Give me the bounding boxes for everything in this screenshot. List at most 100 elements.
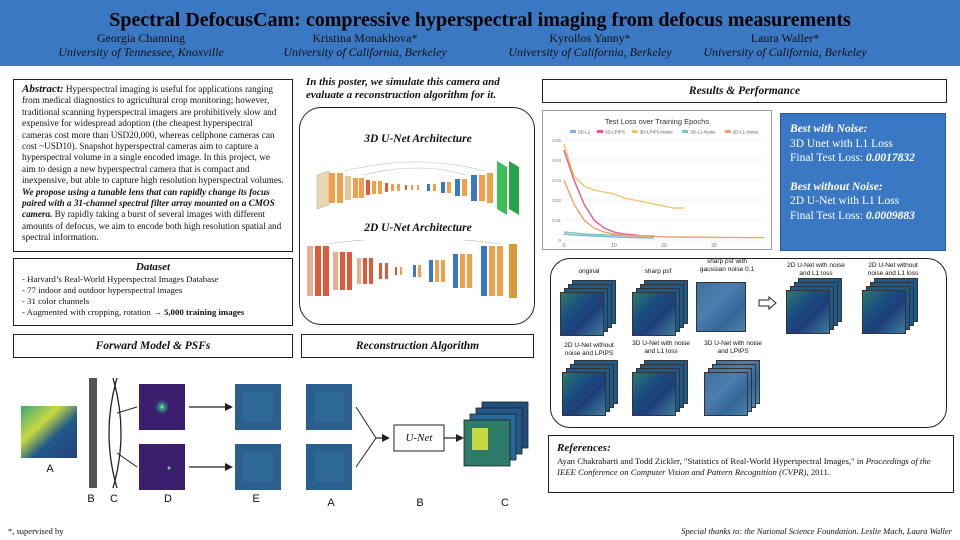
chart-legend: 2D-L1 2D-LPIPS 3D-LPIPS-Noise 3D-L1-Noise 2D… — [570, 130, 759, 135]
caption-2d-unet-clean-l1: 2D U-Net without noise and L1 loss — [867, 262, 919, 277]
y-tick-label: 0.04 — [552, 158, 561, 163]
forward-label-e: E — [252, 493, 260, 505]
author-affiliation: University of California, Berkeley — [703, 44, 867, 59]
author-name: Kyrollos Yanny* — [549, 31, 631, 45]
best-noise-loss: 0.0017832 — [865, 152, 915, 164]
abstract-emphasis: We propose using a tunable lens that can… — [22, 186, 275, 220]
dataset-item: - Harvard’s Real-World Hyperspectral Ima… — [22, 274, 219, 284]
author-3: Kyrollos Yanny* University of California… — [485, 31, 695, 59]
y-tick-label: 0.03 — [552, 178, 561, 183]
unet-block-label: U-Net — [405, 432, 433, 444]
forward-model-diagram — [21, 377, 281, 490]
intro-text: In this poster, we simulate this camera … — [306, 76, 500, 101]
author-affiliation: University of Tennessee, Knoxville — [58, 44, 224, 59]
best-clean-heading: Best without Noise: — [790, 180, 883, 193]
author-affiliation: University of California, Berkeley — [508, 44, 672, 59]
dataset-box: Dataset - Harvard’s Real-World Hyperspec… — [13, 258, 293, 326]
caption-3d-unet-noise-lpips: 3D U-Net with noise and LPIPS — [704, 340, 762, 355]
author-name: Georgia Channing — [96, 31, 186, 45]
best-clean-loss-row: Final Test Loss: 0.0009883 — [790, 209, 936, 224]
results-title: Results & Performance — [688, 85, 801, 97]
caption-sharp-psf-noise: sharp psf with gaussian noise 0.1 — [699, 258, 755, 273]
best-noise-model: 3D Unet with L1 Loss — [790, 137, 893, 150]
best-results-box: Best with Noise: 3D Unet with L1 Loss Fi… — [780, 113, 946, 251]
author-name: Laura Waller* — [750, 31, 820, 45]
abstract-box: Abstract: Hyperspectral imaging is usefu… — [13, 79, 293, 252]
recon-title-box: Reconstruction Algorithm — [301, 334, 534, 358]
abstract-tail: By rapidly taking a burst of several ima… — [22, 209, 282, 243]
series-line — [563, 143, 684, 209]
reference-year: , 2011. — [806, 467, 831, 477]
series-line — [563, 233, 655, 239]
author-name: Kristina Monakhova* — [312, 31, 418, 45]
legend-swatch — [724, 130, 731, 133]
references-title: References: — [557, 442, 611, 454]
y-tick-label: 0.05 — [552, 138, 561, 143]
author-1: Georgia Channing University of Tennessee… — [36, 31, 246, 59]
legend-label: 2D-L1 — [578, 130, 591, 135]
dataset-item: - 77 indoor and outdoor hyperspectral im… — [22, 285, 183, 295]
recon-label-b: B — [416, 497, 424, 509]
abstract-text: Hyperspectral imaging is useful for appl… — [22, 84, 284, 186]
y-tick-label: 0.01 — [552, 218, 561, 223]
recon-label-a: A — [327, 497, 335, 509]
x-tick-label: 20 — [661, 243, 667, 249]
references-box: References: Ayan Chakrabarti and Todd Zi… — [548, 435, 954, 493]
chart-grid: 0 0.01 0.02 0.03 0.04 0.05 0 10 20 30 — [552, 138, 764, 249]
best-noise-loss-row: Final Test Loss: 0.0017832 — [790, 151, 936, 166]
reference-text: Ayan Chakrabarti and Todd Zickler, "Stat… — [557, 456, 866, 466]
best-clean-model: 2D U-Net with L1 Loss — [790, 195, 900, 207]
legend-label: 2D-L1-Noise — [733, 130, 759, 135]
test-loss-chart: Test Loss over Training Epochs 2D-L1 2D-L… — [542, 110, 772, 250]
poster-title: Spectral DefocusCam: compressive hypersp… — [109, 9, 851, 31]
caption-original: original — [578, 268, 600, 275]
chart-title: Test Loss over Training Epochs — [605, 117, 709, 126]
right-arrow-icon — [758, 296, 777, 310]
author-affiliation: University of California, Berkeley — [283, 44, 447, 59]
arch-2d-title: 2D U-Net Architecture — [364, 222, 472, 234]
forward-label-b: B — [87, 493, 95, 505]
forward-label-d: D — [164, 493, 172, 505]
best-clean-loss: 0.0009883 — [865, 209, 915, 222]
unet-2d-diagram — [307, 240, 517, 298]
poster-header — [0, 0, 960, 66]
forward-model-title: Forward Model & PSFs — [95, 340, 211, 352]
loss-label: Final Test Loss: — [790, 209, 866, 222]
caption-2d-unet-clean-lpips: 2D U-Net without noise and LPIPS — [564, 342, 614, 357]
caption-3d-unet-noise-l1: 3D U-Net with noise and L1 loss — [632, 340, 690, 355]
legend-swatch — [570, 130, 576, 133]
legend-swatch — [682, 130, 689, 133]
recon-label-c: C — [501, 497, 509, 509]
legend-label: 3D-LPIPS-Noise — [640, 130, 674, 135]
architecture-box: 3D U-Net Architecture — [299, 107, 535, 325]
forward-model-title-box: Forward Model & PSFs — [13, 334, 293, 358]
arch-3d-title: 3D U-Net Architecture — [364, 133, 472, 145]
footer-thanks: Special thanks to: the National Science … — [681, 526, 952, 536]
unet-3d-diagram — [316, 161, 519, 215]
forward-label-a: A — [46, 463, 54, 475]
dataset-item-text: - Augmented with cropping, rotation → — [22, 307, 164, 317]
dataset-item: - 31 color channels — [22, 296, 90, 306]
forward-label-c: C — [110, 493, 118, 505]
best-noise-heading: Best with Noise: — [790, 123, 868, 135]
recon-title: Reconstruction Algorithm — [355, 340, 480, 352]
legend-label: 2D-LPIPS — [605, 130, 625, 135]
series-line — [563, 179, 764, 239]
footer-note: *, supervised by — [8, 526, 64, 536]
author-4: Laura Waller* University of California, … — [680, 31, 890, 59]
loss-label: Final Test Loss: — [790, 152, 866, 164]
results-title-box: Results & Performance — [542, 79, 947, 103]
x-tick-label: 0 — [563, 243, 566, 249]
x-tick-label: 30 — [711, 243, 717, 249]
legend-swatch — [597, 130, 603, 133]
reference-venue: Proceedings of the IEEE Conference on Co… — [557, 456, 931, 477]
caption-sharp-psf: sharp psf — [644, 268, 672, 275]
dataset-title: Dataset — [135, 261, 171, 273]
dataset-item: - Augmented with cropping, rotation → 5,… — [22, 307, 284, 318]
chart-series — [563, 143, 764, 239]
dataset-highlight: 5,000 training images — [163, 307, 245, 317]
legend-swatch — [631, 130, 638, 133]
legend-label: 3D-L1-Noise — [690, 130, 716, 135]
caption-2d-unet-noise-l1: 2D U-Net with noise and L1 loss — [787, 262, 845, 277]
y-tick-label: 0 — [558, 238, 561, 243]
